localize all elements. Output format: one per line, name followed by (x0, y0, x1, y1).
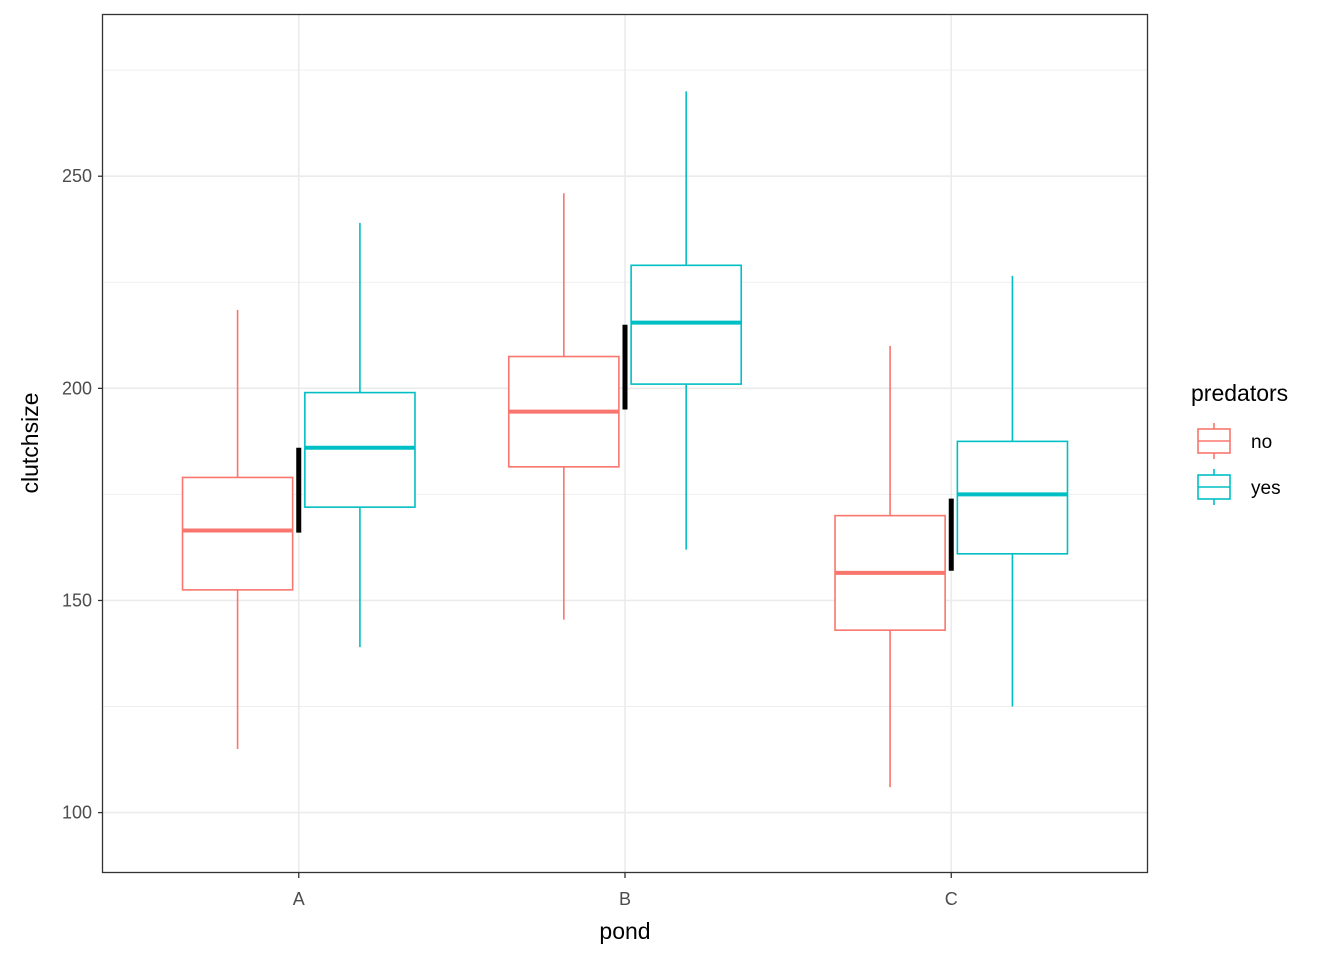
legend: predators no yes (1191, 380, 1288, 505)
x-axis: A B C (293, 872, 958, 909)
y-tick-label: 200 (62, 378, 92, 398)
box-no-C (834, 345, 946, 788)
x-axis-title: pond (599, 918, 650, 944)
y-tick-label: 100 (62, 803, 92, 823)
legend-key-no: no (1197, 423, 1272, 459)
box-iqr (630, 264, 743, 385)
box-yes-A (304, 222, 416, 648)
y-tick-label: 150 (62, 590, 92, 610)
y-axis: 100 150 200 250 (62, 166, 103, 823)
legend-title: predators (1191, 380, 1288, 406)
box-no-B (507, 193, 620, 620)
x-tick-label: C (945, 889, 958, 909)
difference-bar-layer (296, 324, 954, 571)
x-tick-label: A (293, 889, 305, 909)
y-tick-label: 250 (62, 166, 92, 186)
box-yes-B (630, 91, 743, 550)
x-tick-label: B (619, 889, 631, 909)
grid-lines (103, 15, 1147, 872)
box-iqr (304, 391, 416, 508)
box-no-A (181, 309, 294, 749)
box-layer (181, 91, 1069, 788)
legend-label: no (1251, 432, 1272, 453)
legend-key-yes: yes (1197, 469, 1281, 505)
box-iqr (181, 476, 294, 591)
y-axis-title: clutchsize (17, 393, 43, 494)
box-yes-C (956, 275, 1069, 707)
legend-label: yes (1251, 478, 1281, 499)
box-iqr (956, 440, 1069, 555)
